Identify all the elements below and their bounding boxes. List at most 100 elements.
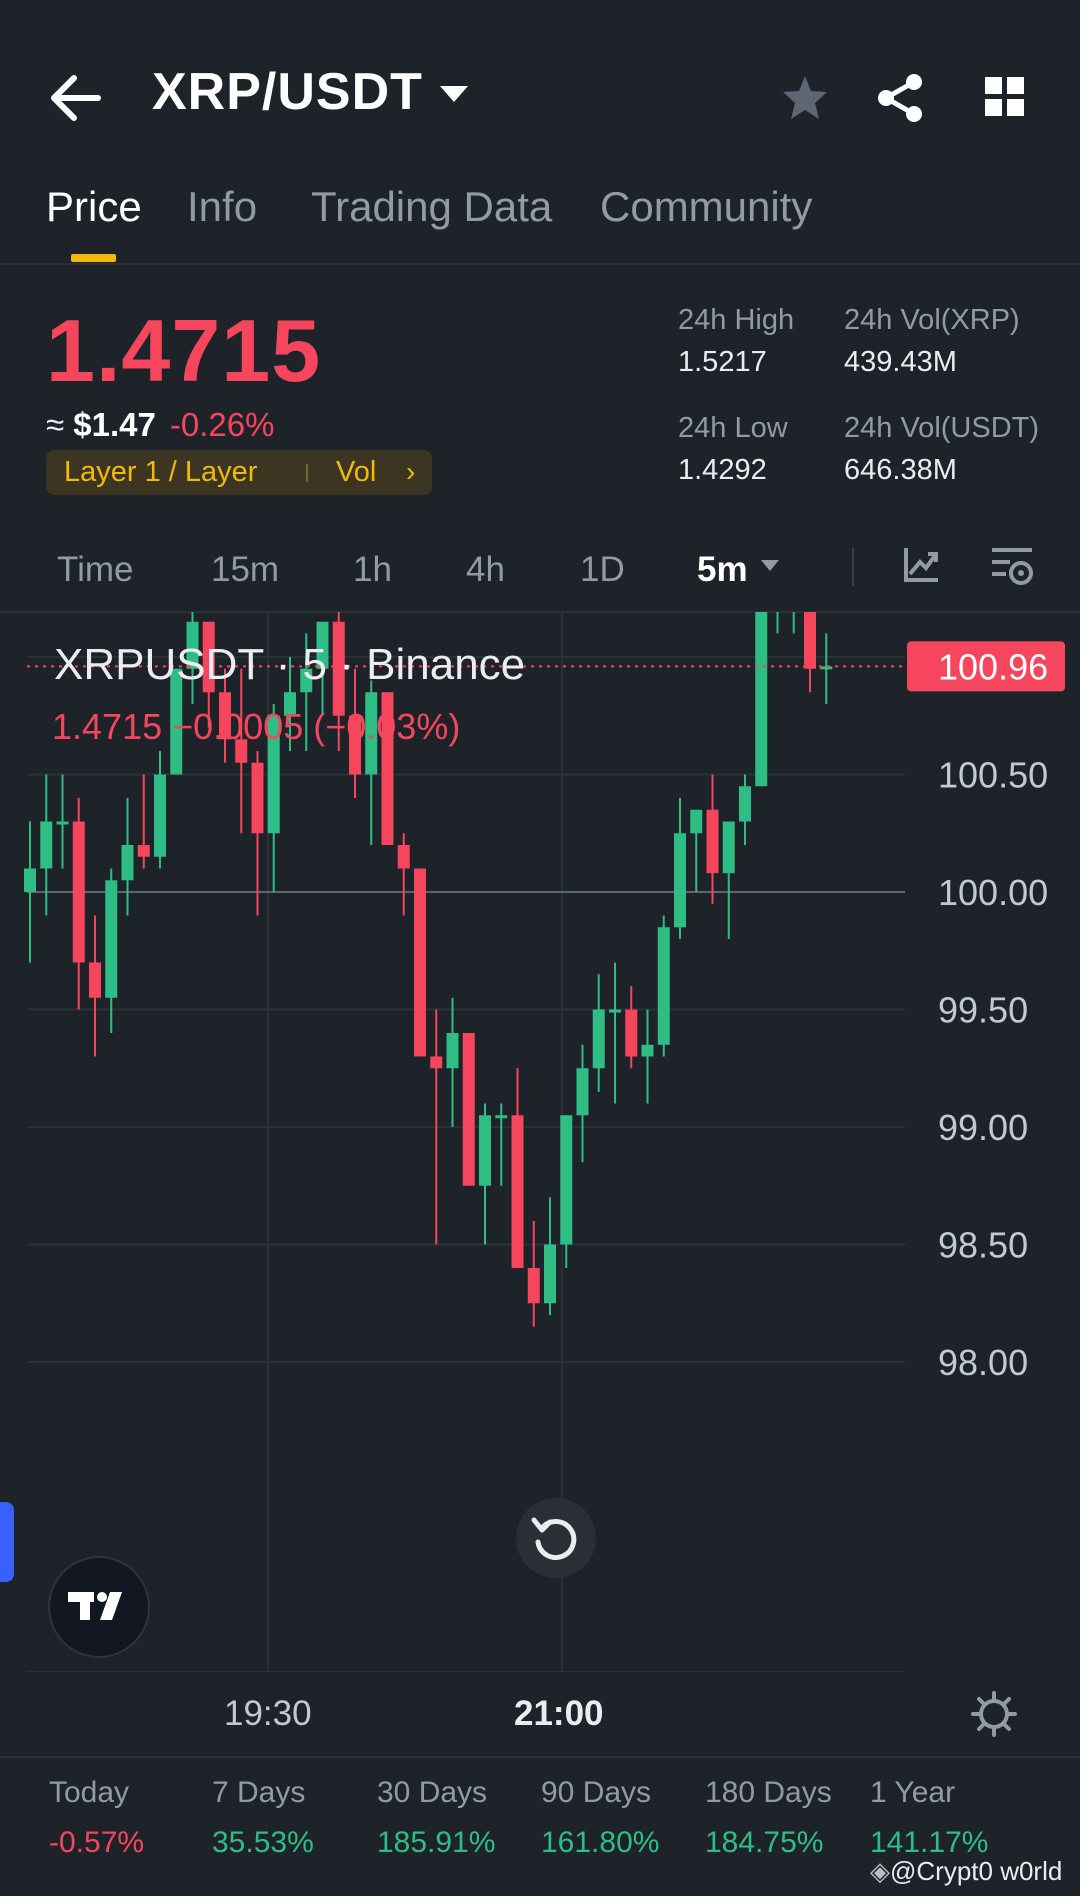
candle-up xyxy=(300,668,313,693)
pair-title[interactable]: XRP/USDT xyxy=(152,63,423,121)
usd-price-row: ≈ $1.47 -0.26% xyxy=(46,406,274,444)
candle-up xyxy=(544,1244,556,1304)
chart-top-divider xyxy=(0,611,1080,613)
stat-low-label: 24h Low xyxy=(678,412,788,444)
chart-title: XRPUSDT · 5 · Binance xyxy=(54,640,526,689)
perf-label-90d: 90 Days xyxy=(541,1776,652,1809)
perf-label-7d: 7 Days xyxy=(212,1776,306,1809)
tab-info[interactable]: Info xyxy=(187,183,258,230)
candle-down xyxy=(527,1268,540,1304)
stat-high-label: 24h High xyxy=(678,304,795,336)
candle-up xyxy=(641,1044,654,1057)
interval-5m[interactable]: 5m xyxy=(697,550,748,589)
candle-down xyxy=(89,962,101,998)
reset-chart-icon[interactable] xyxy=(516,1498,596,1578)
candle-down xyxy=(511,1115,524,1268)
stat-low-value: 1.4292 xyxy=(678,454,767,486)
back-arrow-icon[interactable] xyxy=(48,72,104,124)
candle-down xyxy=(235,739,248,763)
perf-label-today: Today xyxy=(49,1776,130,1809)
candle-up xyxy=(316,621,329,669)
interval-4h[interactable]: 4h xyxy=(466,550,505,589)
interval-1h[interactable]: 1h xyxy=(353,550,392,589)
candle-up xyxy=(365,692,378,775)
candle-up xyxy=(657,927,670,1045)
category-tag-label: Layer 1 / Layer xyxy=(64,456,258,488)
interval-1d[interactable]: 1D xyxy=(580,550,625,589)
tab-community[interactable]: Community xyxy=(600,183,813,230)
tag-separator xyxy=(306,464,308,482)
candle-up xyxy=(755,612,768,787)
x-tick-2100: 21:00 xyxy=(514,1694,604,1733)
perf-label-30d: 30 Days xyxy=(377,1776,488,1809)
stat-vol-usdt-value: 646.38M xyxy=(844,454,957,486)
candle-up xyxy=(105,880,118,998)
perf-value-30d: 185.91% xyxy=(377,1826,496,1859)
candle-up xyxy=(56,821,69,825)
candle-up xyxy=(722,821,735,874)
category-tag[interactable]: Layer 1 / Layer Vol › xyxy=(46,450,432,495)
current-price-label: 100.96 xyxy=(938,646,1048,687)
candle-up xyxy=(820,666,833,670)
candle-down xyxy=(381,692,394,845)
candle-down xyxy=(72,821,85,963)
candle-up xyxy=(284,692,296,716)
indicators-icon[interactable] xyxy=(902,546,940,584)
tab-price[interactable]: Price xyxy=(46,183,142,230)
perf-value-1y: 141.17% xyxy=(870,1826,989,1859)
interval-dropdown-caret-icon[interactable] xyxy=(761,560,779,571)
candle-down xyxy=(804,612,816,669)
interval-15m[interactable]: 15m xyxy=(211,550,280,589)
pair-dropdown-caret-icon[interactable] xyxy=(440,86,468,102)
chevron-right-icon: › xyxy=(406,456,416,487)
last-price: 1.4715 xyxy=(46,301,322,400)
share-icon[interactable] xyxy=(872,70,928,126)
grid-icon[interactable] xyxy=(976,70,1032,126)
candle-up xyxy=(186,621,199,669)
candle-up xyxy=(40,821,53,869)
tab-trading-data[interactable]: Trading Data xyxy=(311,183,553,230)
performance-divider xyxy=(0,1756,1080,1758)
perf-value-90d: 161.80% xyxy=(541,1826,660,1859)
star-icon[interactable] xyxy=(777,70,833,126)
candle-up xyxy=(560,1115,573,1245)
active-tab-indicator xyxy=(71,254,116,262)
candle-up xyxy=(495,1115,508,1119)
category-tag-vol: Vol xyxy=(336,456,377,488)
candle-down xyxy=(349,715,361,775)
candle-down xyxy=(332,621,345,716)
interval-separator xyxy=(852,548,854,586)
candle-up xyxy=(576,1068,589,1116)
candle-down xyxy=(430,1056,443,1069)
price-change-pct: -0.26% xyxy=(169,406,275,443)
approx-sign: ≈ xyxy=(46,406,74,443)
watermark-text: @Crypt0 w0rld xyxy=(890,1856,1063,1886)
perf-value-180d: 184.75% xyxy=(705,1826,824,1859)
candle-up xyxy=(592,1009,605,1069)
y-tick-label: 98.00 xyxy=(938,1342,1028,1383)
candle-up xyxy=(446,1033,459,1069)
candle-down xyxy=(625,1009,638,1057)
chart-settings-icon[interactable] xyxy=(990,544,1034,588)
candle-down xyxy=(137,845,150,857)
candle-up xyxy=(674,833,686,928)
tradingview-logo-icon[interactable] xyxy=(48,1556,150,1658)
perf-label-1y: 1 Year xyxy=(870,1776,956,1809)
candle-up xyxy=(170,668,183,775)
candle-up xyxy=(121,845,134,881)
candle-down xyxy=(706,809,719,874)
side-panel-handle[interactable] xyxy=(0,1502,14,1582)
candle-up xyxy=(154,774,166,857)
header-bar: XRP/USDT xyxy=(0,0,1080,190)
perf-value-7d: 35.53% xyxy=(212,1826,314,1859)
price-chart[interactable]: 102.00101.50100.50100.0099.5099.0098.509… xyxy=(0,612,1080,1672)
perf-value-today: -0.57% xyxy=(49,1826,145,1859)
tabs-divider xyxy=(0,263,1080,265)
candle-down xyxy=(414,868,426,1057)
candle-up xyxy=(690,809,703,834)
interval-time[interactable]: Time xyxy=(57,550,134,589)
candle-down xyxy=(219,692,231,740)
y-tick-label: 98.50 xyxy=(938,1225,1028,1266)
candle-up xyxy=(24,868,36,892)
settings-icon[interactable] xyxy=(970,1690,1018,1738)
